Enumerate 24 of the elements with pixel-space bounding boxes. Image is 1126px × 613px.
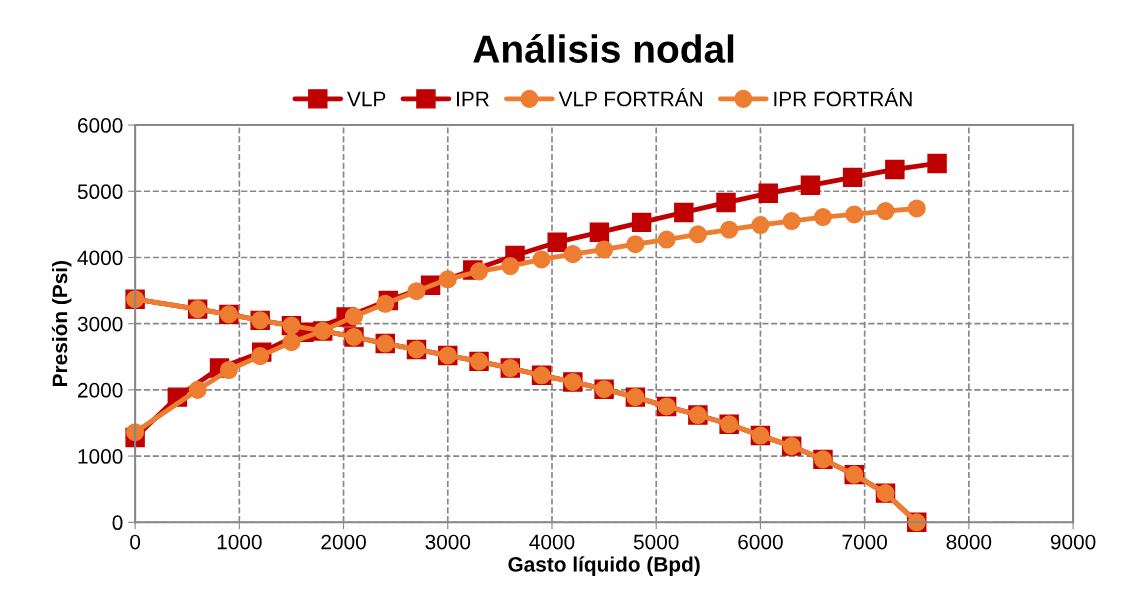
x-tick-label: 5000 (633, 534, 679, 550)
x-tick-label: 2000 (321, 534, 366, 550)
x-tick-label: 0 (130, 534, 141, 550)
legend-label: VLP (347, 91, 386, 107)
x-tick-label: 8000 (946, 534, 992, 550)
x-axis-title: Gasto líquido (Bpd) (508, 556, 700, 576)
y-tick-label: 4000 (77, 250, 123, 266)
legend-label: VLP FORTRÁN (558, 88, 703, 107)
x-tick-label: 3000 (425, 534, 471, 550)
y-tick-label: 6000 (78, 118, 123, 133)
chart-title: Análisis nodal (473, 34, 734, 63)
x-tick-label: 1000 (217, 534, 262, 550)
y-tick-label: 5000 (77, 184, 123, 200)
y-axis-title: Presión (Psi) (51, 261, 72, 386)
x-tick-label: 9000 (1050, 534, 1096, 550)
x-tick-label: 6000 (738, 534, 783, 550)
y-tick-label: 2000 (78, 382, 123, 398)
y-tick-label: 3000 (77, 316, 123, 332)
legend-label: IPR FORTRÁN (774, 88, 912, 107)
x-tick-label: 4000 (529, 534, 575, 550)
x-tick-label: 7000 (842, 534, 887, 550)
legend-label: IPR (457, 91, 489, 107)
y-tick-label: 0 (112, 515, 123, 531)
y-tick-label: 1000 (78, 449, 123, 464)
